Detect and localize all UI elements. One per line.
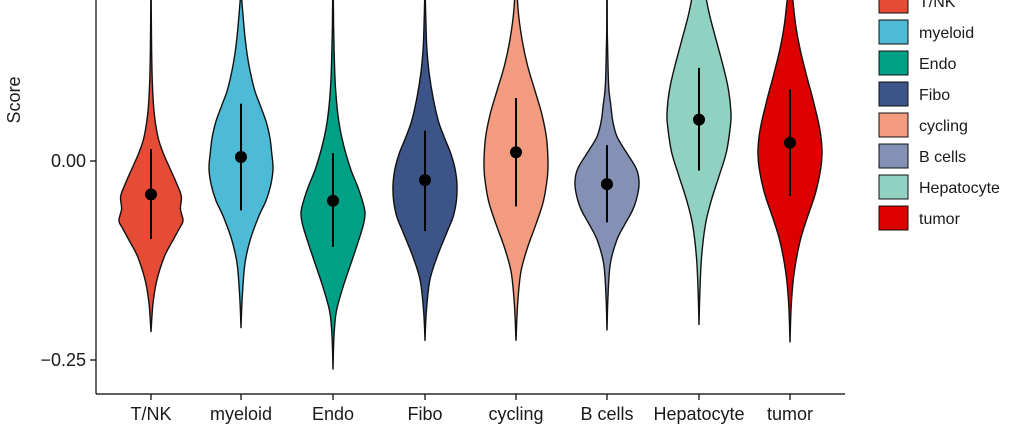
legend-label-myeloid: myeloid: [919, 25, 974, 42]
y-tick-label: −0.25: [40, 350, 86, 370]
legend-swatch-myeloid: [878, 19, 909, 45]
median-point-t-nk: [145, 188, 157, 201]
median-point-myeloid: [235, 151, 247, 164]
x-tick-label: tumor: [767, 404, 813, 424]
median-point-cycling: [510, 146, 522, 159]
median-point-endo: [327, 194, 339, 207]
legend-swatch-endo: [878, 50, 909, 76]
legend-label-cycling: cycling: [919, 118, 968, 135]
axes-group: 0.00 −0.25 T/NK myeloid Endo Fibo cycling B cel…: [4, 0, 845, 424]
legend-label-b-cells: B cells: [919, 149, 966, 166]
median-point-fibo: [419, 174, 431, 187]
legend-label-hepatocyte: Hepatocyte: [919, 180, 1000, 197]
median-point-tumor: [784, 136, 796, 149]
legend-swatch-fibo: [878, 81, 909, 107]
violin-group: [118, 0, 823, 370]
y-tick-label: 0.00: [51, 151, 86, 171]
legend-swatch-tumor: [878, 205, 909, 231]
legend-swatch-b-cells: [878, 143, 909, 169]
legend-swatch-hepatocyte: [878, 174, 909, 200]
legend-label-fibo: Fibo: [919, 87, 950, 104]
legend: T/NK myeloid Endo Fibo cycling B cells Hepatoc…: [878, 0, 1000, 231]
legend-label-endo: Endo: [919, 56, 956, 73]
x-tick-label: Hepatocyte: [653, 404, 744, 424]
x-tick-label: Fibo: [407, 404, 442, 424]
legend-swatch-t-nk: [878, 0, 909, 14]
x-tick-label: Endo: [312, 404, 354, 424]
median-point-b-cells: [601, 178, 613, 191]
y-axis-title: Score: [4, 76, 24, 123]
median-point-hepatocyte: [693, 113, 705, 126]
x-tick-label: cycling: [488, 404, 543, 424]
x-tick-label: B cells: [580, 404, 633, 424]
x-tick-label: T/NK: [130, 404, 171, 424]
legend-swatch-cycling: [878, 112, 909, 138]
legend-label-tumor: tumor: [919, 211, 961, 228]
legend-label-t-nk: T/NK: [919, 0, 956, 11]
x-tick-label: myeloid: [210, 404, 272, 424]
